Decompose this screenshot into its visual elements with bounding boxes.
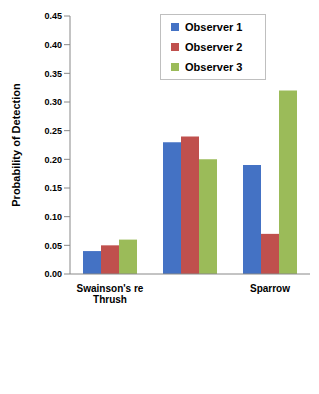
svg-text:0.20: 0.20: [44, 155, 62, 165]
svg-text:0.10: 0.10: [44, 212, 62, 222]
svg-text:0.15: 0.15: [44, 183, 62, 193]
svg-text:0.30: 0.30: [44, 97, 62, 107]
svg-text:0.45: 0.45: [44, 11, 62, 21]
svg-text:0.25: 0.25: [44, 126, 62, 136]
svg-text:Probability of Detection: Probability of Detection: [10, 83, 22, 207]
svg-text:0.40: 0.40: [44, 40, 62, 50]
html-text:Observer 3: Observer 3: [185, 61, 243, 73]
svg-text:0.35: 0.35: [44, 69, 62, 79]
html-text:Observer 2: Observer 2: [185, 41, 243, 53]
svg-text:0.05: 0.05: [44, 241, 62, 251]
svg-text:Swainson's reThrush: Swainson's reThrush: [77, 283, 144, 305]
svg-text:0.00: 0.00: [44, 269, 62, 279]
html-text:Observer 1: Observer 1: [185, 21, 243, 33]
svg-text:Sparrow: Sparrow: [250, 283, 290, 294]
